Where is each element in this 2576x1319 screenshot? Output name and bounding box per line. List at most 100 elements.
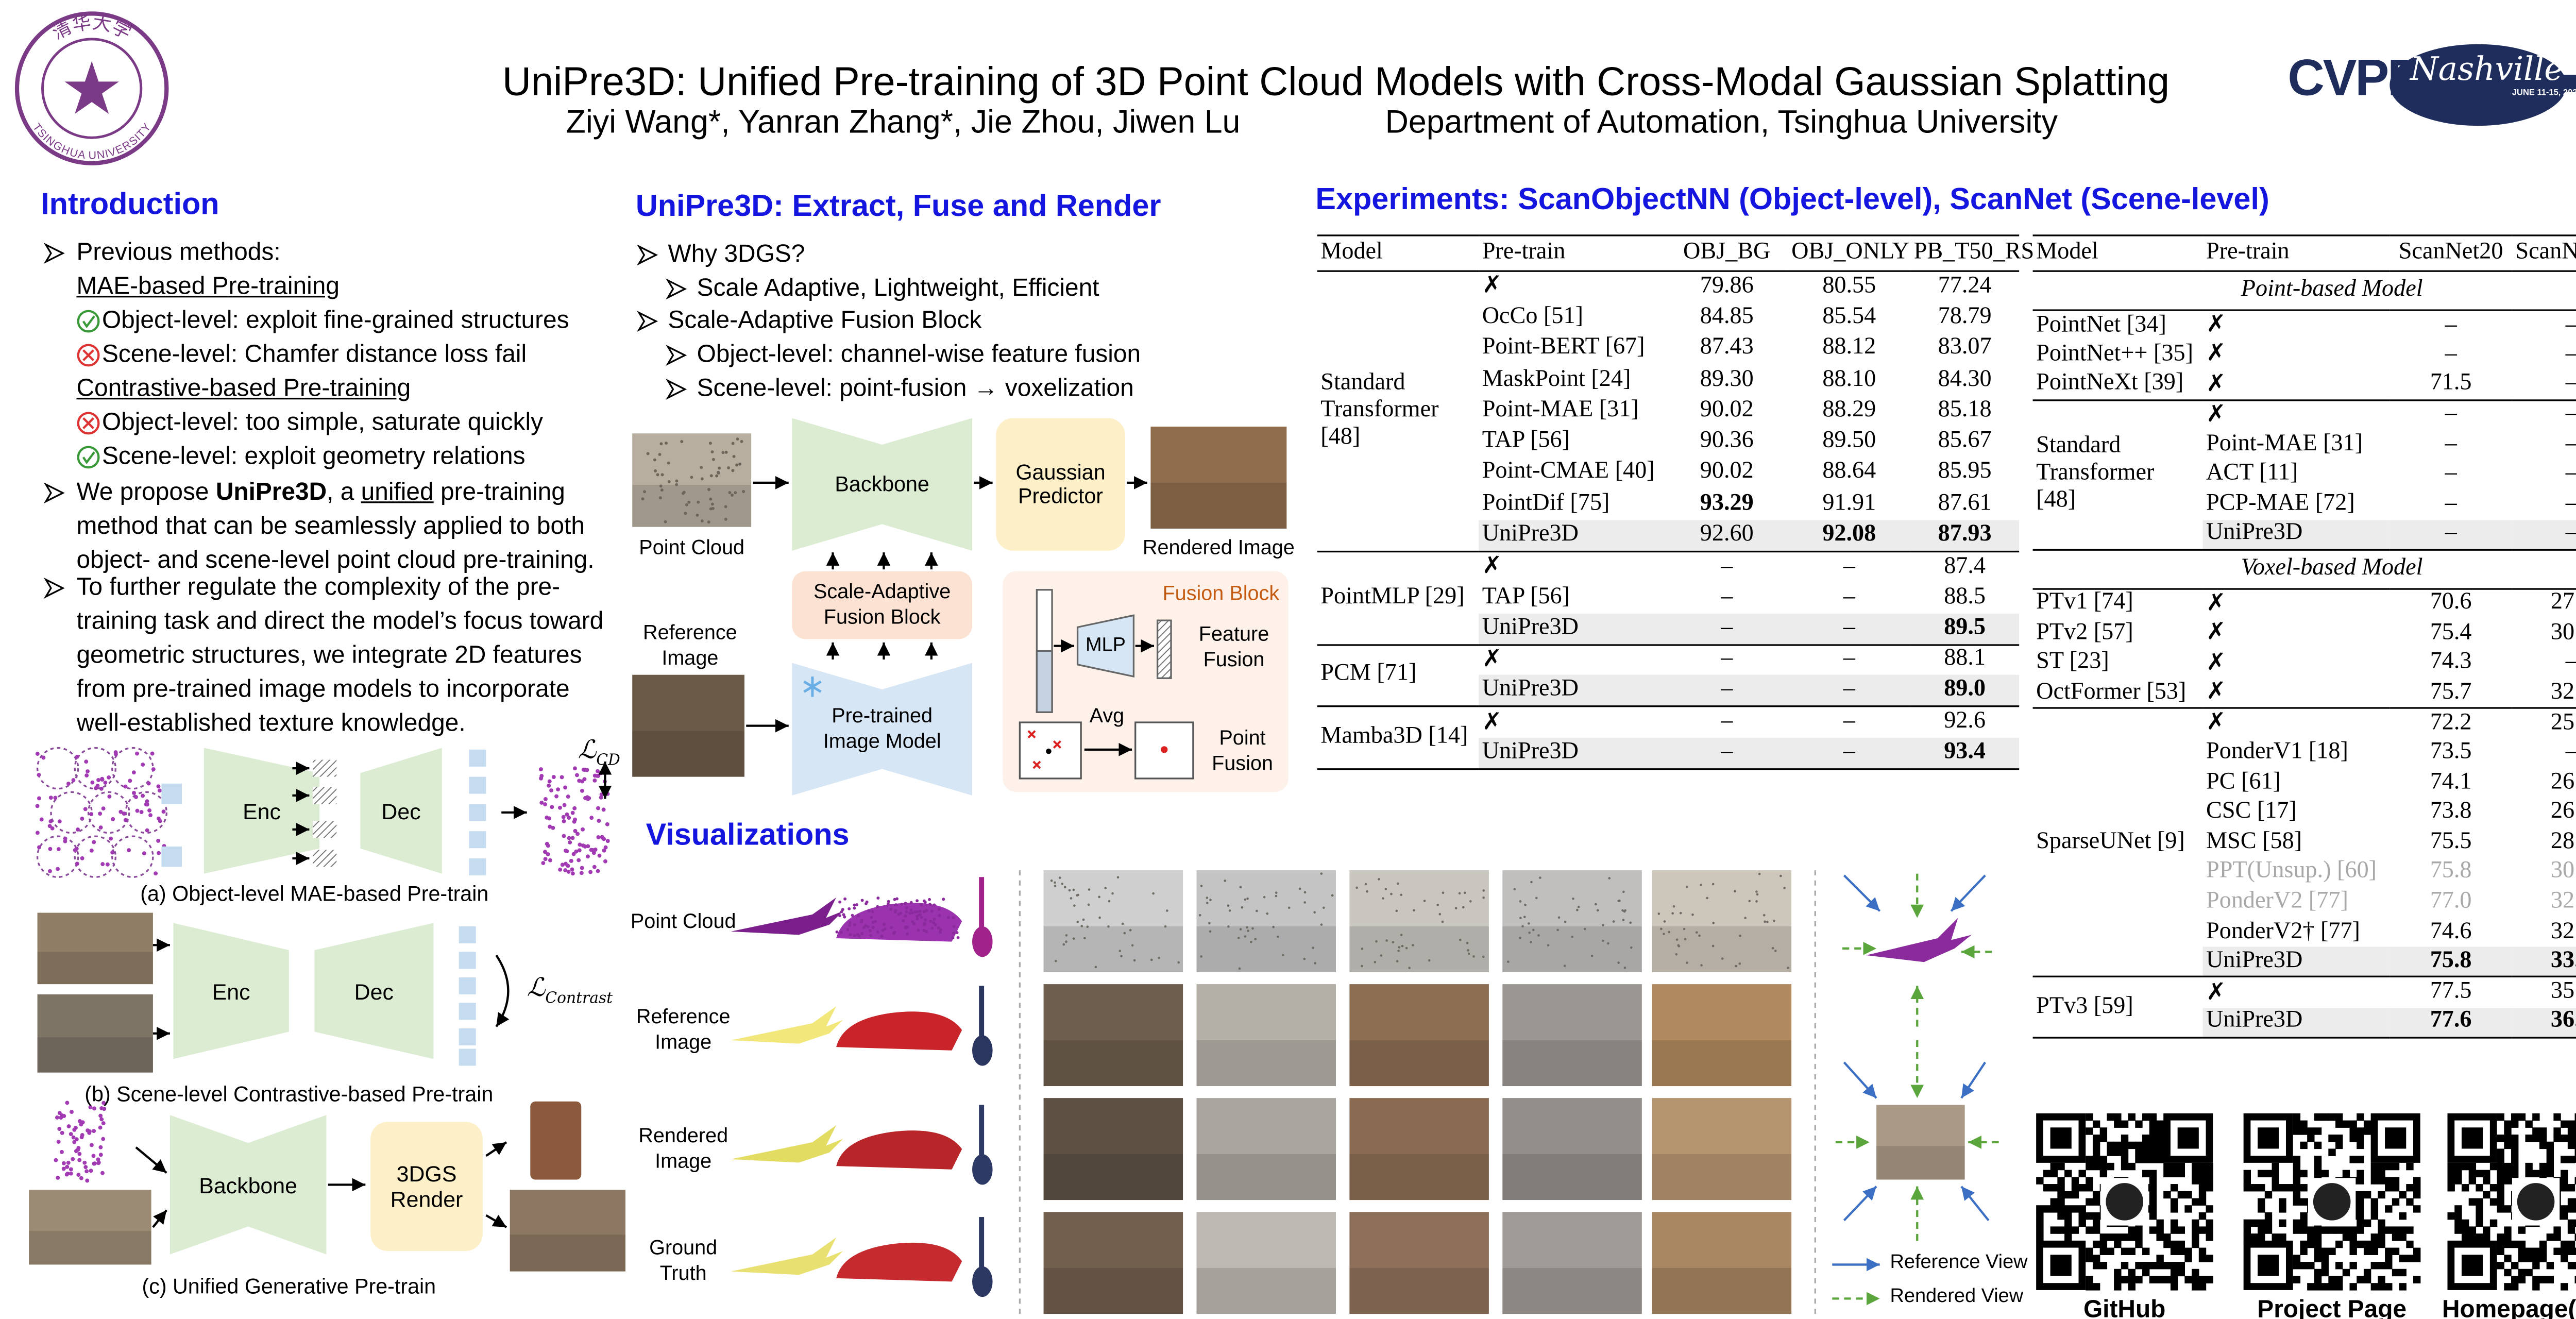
point-fused	[1161, 746, 1168, 753]
qr-module	[2064, 1212, 2072, 1220]
point	[148, 813, 152, 818]
qr-module	[2086, 1283, 2093, 1291]
table-row: UniPre3D – –89.0	[1317, 675, 2020, 707]
point	[734, 491, 737, 495]
table-row: PonderV2† [77]74.632.4	[2033, 918, 2576, 948]
table-row: PonderV1 [18]73.5–	[2033, 738, 2576, 768]
point	[567, 836, 571, 840]
point	[835, 930, 839, 934]
image-shade	[1349, 926, 1489, 973]
point	[543, 857, 548, 861]
point	[98, 1125, 103, 1130]
point	[86, 769, 90, 774]
qr-module	[2321, 1113, 2329, 1121]
qr-module	[2567, 1156, 2575, 1163]
table-end	[1317, 768, 2020, 770]
point	[853, 903, 856, 907]
qr-module	[2511, 1148, 2519, 1156]
qr-module	[2121, 1148, 2129, 1156]
qr-module	[2114, 1233, 2122, 1241]
qr-module	[2057, 1184, 2065, 1192]
point	[1083, 937, 1086, 940]
qr-module	[2525, 1255, 2533, 1262]
point	[1281, 954, 1284, 957]
qr-module	[2532, 1262, 2540, 1270]
point	[1683, 927, 1686, 931]
point	[865, 902, 868, 905]
point	[1469, 900, 1472, 903]
point	[1072, 937, 1075, 940]
qr-module	[2539, 1141, 2547, 1149]
qr-module	[2149, 1198, 2157, 1206]
value-cell: 83.07	[1938, 335, 1992, 361]
qr-module	[2399, 1191, 2406, 1199]
network-block	[170, 1115, 327, 1255]
qr-module	[2293, 1127, 2301, 1135]
point	[1082, 918, 1085, 921]
qr-module	[2135, 1148, 2143, 1156]
point	[1783, 887, 1786, 889]
qr-module	[2307, 1127, 2315, 1135]
qr-module	[2156, 1226, 2164, 1234]
value-cell: –	[1721, 584, 1733, 610]
conference-logo: CVPR	[2287, 50, 2424, 107]
point	[35, 752, 40, 756]
point	[1098, 895, 1100, 899]
qr-module	[2349, 1247, 2357, 1255]
bullet-arrow	[637, 244, 658, 266]
qr-module	[2461, 1219, 2469, 1227]
qr-module	[2078, 1205, 2086, 1213]
point	[554, 794, 559, 799]
bullet-text: Object-level: channel-wise feature fusio…	[697, 342, 1141, 369]
image-shade	[1502, 1040, 1642, 1087]
qr-module	[2553, 1127, 2561, 1135]
point	[1384, 888, 1387, 890]
pretrain-cell: Point-MAE [31]	[2206, 431, 2363, 457]
qr-module	[2574, 1205, 2576, 1213]
value-cell: 93.29	[1700, 491, 1754, 516]
point	[145, 828, 149, 833]
point	[1054, 885, 1057, 887]
point	[566, 794, 570, 799]
point	[1675, 938, 1679, 941]
point	[1438, 913, 1442, 916]
bullet-text: Previous methods:	[76, 240, 281, 267]
qr-module	[2546, 1233, 2554, 1241]
qr-module	[2092, 1212, 2100, 1220]
table-row: Point-MAE [31] 90.02 88.29 85.18	[1317, 396, 2019, 427]
point	[839, 931, 843, 934]
point	[107, 794, 112, 799]
qr-module	[2567, 1141, 2575, 1149]
qr-module	[2357, 1198, 2364, 1206]
point	[1711, 944, 1715, 948]
qr-module	[2293, 1113, 2301, 1121]
qr-module	[2357, 1226, 2364, 1234]
value-cell: –	[2512, 489, 2576, 519]
qr-module	[2121, 1134, 2129, 1142]
point	[707, 488, 710, 491]
network-block	[792, 418, 973, 551]
image-placeholder	[1150, 427, 1287, 529]
point	[1629, 921, 1632, 924]
qr-module	[2307, 1240, 2315, 1248]
value-cell: 88.1	[1910, 643, 2020, 675]
point	[728, 491, 732, 495]
qr-module	[2349, 1240, 2357, 1248]
value-cell: 77.0	[2430, 889, 2472, 915]
qr-module	[2497, 1162, 2504, 1171]
qr-module	[2335, 1113, 2343, 1121]
qr-module	[2142, 1156, 2150, 1163]
qr-module	[2335, 1240, 2343, 1248]
qr-module	[2539, 1247, 2547, 1255]
token	[469, 804, 486, 821]
image-placeholder	[632, 674, 744, 777]
column-header: Pre-train	[1482, 240, 1566, 265]
qr-module	[2385, 1177, 2393, 1185]
point	[1133, 959, 1136, 962]
point	[1530, 881, 1533, 884]
point	[1519, 900, 1522, 903]
guitar	[972, 1266, 993, 1297]
point	[156, 839, 161, 843]
pretrain-cell: Point-CMAE [40]	[1482, 460, 1655, 485]
qr-module	[2561, 1184, 2568, 1192]
